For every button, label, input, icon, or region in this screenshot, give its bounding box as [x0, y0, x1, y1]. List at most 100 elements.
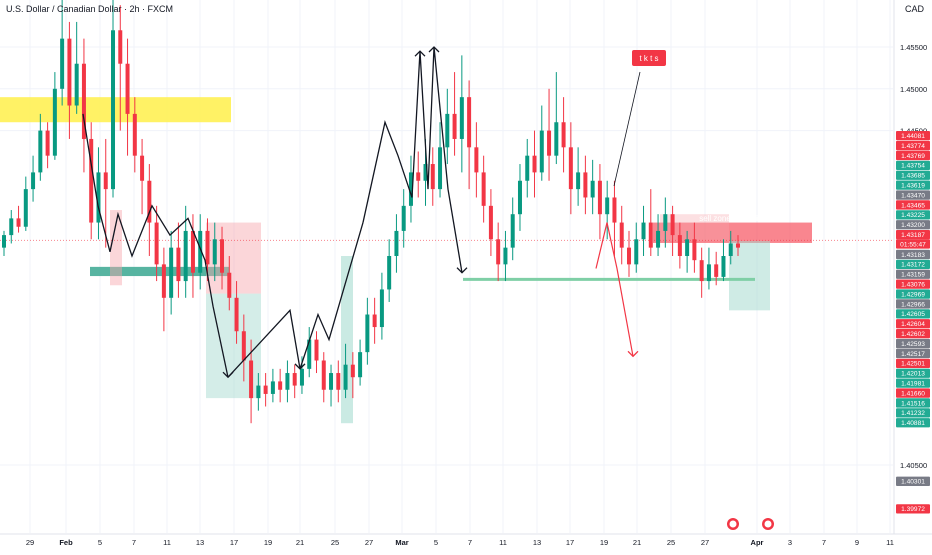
- candle-body: [387, 256, 392, 290]
- candle-body: [125, 63, 130, 114]
- candle-body: [299, 368, 304, 386]
- candle-body: [23, 189, 28, 227]
- candle-body: [379, 289, 384, 328]
- candle-body: [278, 381, 283, 390]
- candle-body: [292, 373, 297, 386]
- candle-body: [118, 30, 123, 64]
- candle-body: [314, 339, 319, 361]
- price-badge-label: 1.42969: [901, 291, 925, 298]
- candle-body: [459, 97, 464, 139]
- price-badge-label: 1.42605: [901, 311, 925, 318]
- price-badge-label: 1.43619: [901, 183, 925, 190]
- price-badge: [896, 140, 930, 151]
- candle-body: [31, 172, 36, 190]
- projection-arrow-head: [627, 350, 639, 358]
- candle-body: [692, 239, 697, 261]
- candle-body: [714, 264, 719, 277]
- price-tick-label: 1.45000: [900, 85, 927, 94]
- price-badge: [896, 368, 930, 378]
- candle-body: [147, 180, 152, 223]
- price-badge-label: 1.42966: [901, 301, 925, 308]
- support-zone-teal: [90, 266, 229, 277]
- price-badge: [896, 348, 930, 359]
- candle-body: [161, 264, 166, 298]
- callout-line: [613, 71, 641, 187]
- time-axis[interactable]: [0, 534, 932, 550]
- price-badge-label: 1.41516: [901, 400, 925, 407]
- candle-body: [81, 63, 86, 139]
- price-badge: [896, 388, 930, 398]
- price-badge: [896, 220, 930, 230]
- candle-body: [60, 38, 65, 89]
- candle-body: [227, 272, 232, 298]
- price-badge: [896, 170, 930, 180]
- price-badge: [896, 289, 930, 299]
- price-badge: [896, 378, 930, 388]
- candle-body: [641, 222, 646, 240]
- candle-body: [670, 214, 675, 236]
- price-badge-label: 1.43685: [901, 173, 925, 180]
- candle-body: [321, 360, 326, 390]
- time-tick-label: 25: [331, 538, 339, 547]
- zigzag-line: [82, 113, 229, 378]
- price-badge: [896, 259, 930, 269]
- candle-body: [198, 230, 203, 273]
- time-tick-label: 27: [365, 538, 373, 547]
- candle-body: [234, 297, 239, 332]
- price-badge-label: 1.41232: [901, 410, 925, 417]
- price-badge: [896, 150, 930, 161]
- candle-body: [190, 230, 195, 273]
- candle-body: [699, 260, 704, 282]
- candle-body: [183, 230, 188, 282]
- candlesticks: [2, 0, 740, 424]
- candle-body: [590, 180, 595, 198]
- time-tick-label: 13: [196, 538, 204, 547]
- price-badge-label: 1.43159: [901, 272, 925, 279]
- time-tick-label: 17: [566, 538, 574, 547]
- candle-body: [401, 205, 406, 231]
- candle-body: [496, 239, 501, 265]
- price-badge: [896, 476, 930, 486]
- tkts-label: t k t s: [639, 54, 658, 63]
- symbol-title[interactable]: U.S. Dollar / Canadian Dollar · 2h · FXC…: [6, 4, 174, 14]
- time-tick-label: 25: [667, 538, 675, 547]
- price-badge-label: 1.40881: [901, 420, 925, 427]
- candle-body: [154, 222, 159, 265]
- candle-body: [89, 138, 94, 223]
- candle-body: [103, 172, 108, 190]
- tkts-badge: [632, 50, 666, 66]
- arrow-head: [222, 371, 234, 379]
- time-tick-label: 7: [132, 538, 136, 547]
- price-badge: [896, 190, 930, 200]
- arrow-head: [294, 363, 306, 370]
- candle-body: [706, 264, 711, 282]
- candle-body: [416, 172, 421, 181]
- sell-zone-label: sell zone 50% Fibo: [699, 214, 767, 223]
- price-badge-label: 1.41981: [901, 381, 925, 388]
- candle-body: [38, 130, 43, 173]
- candle-body: [329, 373, 334, 390]
- price-tick-label: 1.40500: [900, 461, 927, 470]
- price-badge: [896, 269, 930, 279]
- economic-event-icon-inner: [729, 520, 737, 528]
- candle-body: [408, 172, 413, 206]
- price-badge: [896, 210, 930, 220]
- price-badge: [896, 408, 930, 418]
- time-tick-label: 7: [822, 538, 826, 547]
- time-tick-label: 11: [886, 538, 894, 547]
- candle-body: [176, 247, 181, 282]
- price-badge-label: 1.39972: [901, 506, 925, 513]
- price-badge-label: 1.43225: [901, 212, 925, 219]
- arrow-head: [428, 46, 440, 53]
- candle-body: [517, 180, 522, 215]
- time-tick-label: Mar: [395, 538, 408, 547]
- candle-body: [372, 314, 377, 328]
- price-badge-label: 1.42593: [901, 341, 925, 348]
- candle-body: [619, 222, 624, 248]
- price-badge-label: 1.43172: [901, 262, 925, 269]
- candle-body: [169, 247, 174, 298]
- candle-body: [16, 218, 21, 227]
- candle-body: [285, 373, 290, 390]
